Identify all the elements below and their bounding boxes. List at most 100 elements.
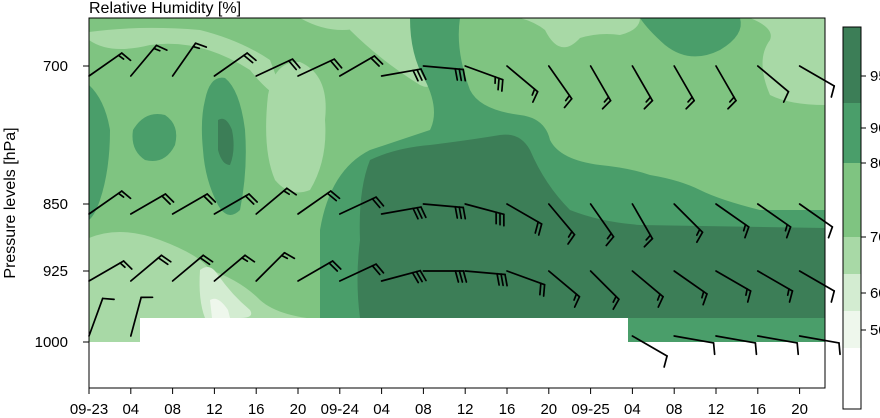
wind-barb xyxy=(422,270,468,283)
x-tick-label: 04 xyxy=(122,401,139,418)
x-axis: 09-23 04 08 12 16 20 09-24 04 08 12 16 20 09-25 04 08 1… xyxy=(70,388,808,418)
wind-barb xyxy=(756,203,792,239)
wind-barb xyxy=(297,58,343,77)
wind-barb xyxy=(213,193,258,215)
wind-barb xyxy=(798,335,841,356)
x-tick-label: 04 xyxy=(373,401,390,418)
x-tick-label: 16 xyxy=(749,401,766,418)
x-tick-label: 08 xyxy=(164,401,181,418)
colorbar-tick-label: 90 xyxy=(870,120,880,137)
wind-barb xyxy=(506,203,543,236)
x-tick-label: 09-25 xyxy=(571,401,609,418)
wind-barb xyxy=(464,65,504,92)
wind-barb xyxy=(171,193,217,215)
wind-barb xyxy=(255,58,301,77)
colorbar-tick-label: 60 xyxy=(870,285,880,302)
wind-barb xyxy=(88,190,132,215)
colorbar-seg-below-50 xyxy=(843,348,861,409)
x-tick-label: 16 xyxy=(248,401,265,418)
rh-band-70-80-small xyxy=(175,253,197,280)
wind-barb xyxy=(589,65,612,110)
x-tick-label: 20 xyxy=(791,401,808,418)
rh-band-90-95-topright xyxy=(640,18,741,57)
wind-barb xyxy=(129,296,154,337)
wind-barbs xyxy=(88,42,841,368)
wind-barb xyxy=(631,335,668,368)
wind-barb xyxy=(589,270,620,311)
wind-barb xyxy=(213,254,256,282)
y-tick-label: 1000 xyxy=(35,334,68,351)
colorbar-tick-label: 95 xyxy=(870,68,880,85)
wind-barb xyxy=(547,65,573,109)
x-tick-label: 12 xyxy=(457,401,474,418)
wind-barb xyxy=(798,203,834,239)
wind-barb xyxy=(715,270,752,303)
y-tick-label: 700 xyxy=(43,58,68,75)
colorbar-seg-70-80 xyxy=(843,237,861,274)
wind-barb xyxy=(715,203,750,239)
colorbar-tick-label: 70 xyxy=(870,229,880,246)
wind-barb xyxy=(589,203,615,247)
x-tick-label: 09-24 xyxy=(321,401,359,418)
wind-barb xyxy=(798,65,836,98)
wind-barb xyxy=(631,65,654,110)
rh-band-above-95-small xyxy=(218,118,234,165)
rh-band-70-80-center xyxy=(266,61,326,193)
wind-barb xyxy=(673,203,704,244)
contour-field xyxy=(89,18,825,388)
x-tick-label: 04 xyxy=(624,401,641,418)
y-tick-label: 925 xyxy=(43,263,68,280)
wind-barb xyxy=(171,254,214,282)
missing-data-area xyxy=(89,318,825,388)
colorbar-frame xyxy=(842,26,862,410)
wind-barb xyxy=(673,270,708,306)
wind-barb xyxy=(255,187,298,215)
y-axis-label: Pressure levels [hPa] xyxy=(2,127,19,278)
x-tick-label: 20 xyxy=(290,401,307,418)
wind-barb xyxy=(506,270,546,297)
wind-barb xyxy=(506,65,539,103)
wind-barb xyxy=(129,193,175,215)
wind-barb xyxy=(547,203,576,245)
colorbar-seg-50-60 xyxy=(843,311,861,348)
wind-barb xyxy=(88,260,133,282)
y-axis: 700 850 925 1000 xyxy=(35,58,89,351)
chart-title: Relative Humidity [%] xyxy=(89,0,241,17)
wind-barb xyxy=(297,260,342,282)
x-tick-label: 08 xyxy=(415,401,432,418)
x-tick-label: 09-23 xyxy=(70,401,108,418)
x-tick-label: 08 xyxy=(666,401,683,418)
wind-barb xyxy=(715,65,737,110)
x-tick-label: 12 xyxy=(708,401,725,418)
colorbar-ticks: 50 60 70 80 90 95 xyxy=(861,68,880,339)
wind-barb xyxy=(756,335,800,356)
colorbar-seg-80-90 xyxy=(843,163,861,237)
wind-barb xyxy=(673,65,696,110)
x-tick-label: 20 xyxy=(540,401,557,418)
wind-barb xyxy=(338,55,384,77)
wind-barb xyxy=(129,254,172,282)
wind-barb xyxy=(464,270,508,287)
wind-barb xyxy=(631,203,654,248)
wind-barb xyxy=(422,203,467,220)
y-tick-label: 850 xyxy=(43,196,68,213)
rh-band-50-60 xyxy=(210,298,230,318)
wind-barb xyxy=(129,44,168,77)
wind-barb xyxy=(380,269,427,284)
wind-barb xyxy=(547,270,581,308)
rh-band-70-80-right xyxy=(750,18,825,105)
wind-barb xyxy=(798,270,836,303)
x-tick-label: 12 xyxy=(206,401,223,418)
wind-barb xyxy=(631,270,664,308)
colorbar-tick-label: 50 xyxy=(870,322,880,339)
wind-barb xyxy=(464,203,505,227)
wind-barb xyxy=(756,65,790,103)
x-tick-label: 16 xyxy=(499,401,516,418)
rh-band-90-95-leftblob xyxy=(132,114,177,161)
wind-barb xyxy=(715,335,758,356)
wind-barb xyxy=(422,65,467,82)
wind-barb xyxy=(338,263,385,282)
plot-frame xyxy=(88,17,826,389)
wind-barb xyxy=(88,52,132,77)
